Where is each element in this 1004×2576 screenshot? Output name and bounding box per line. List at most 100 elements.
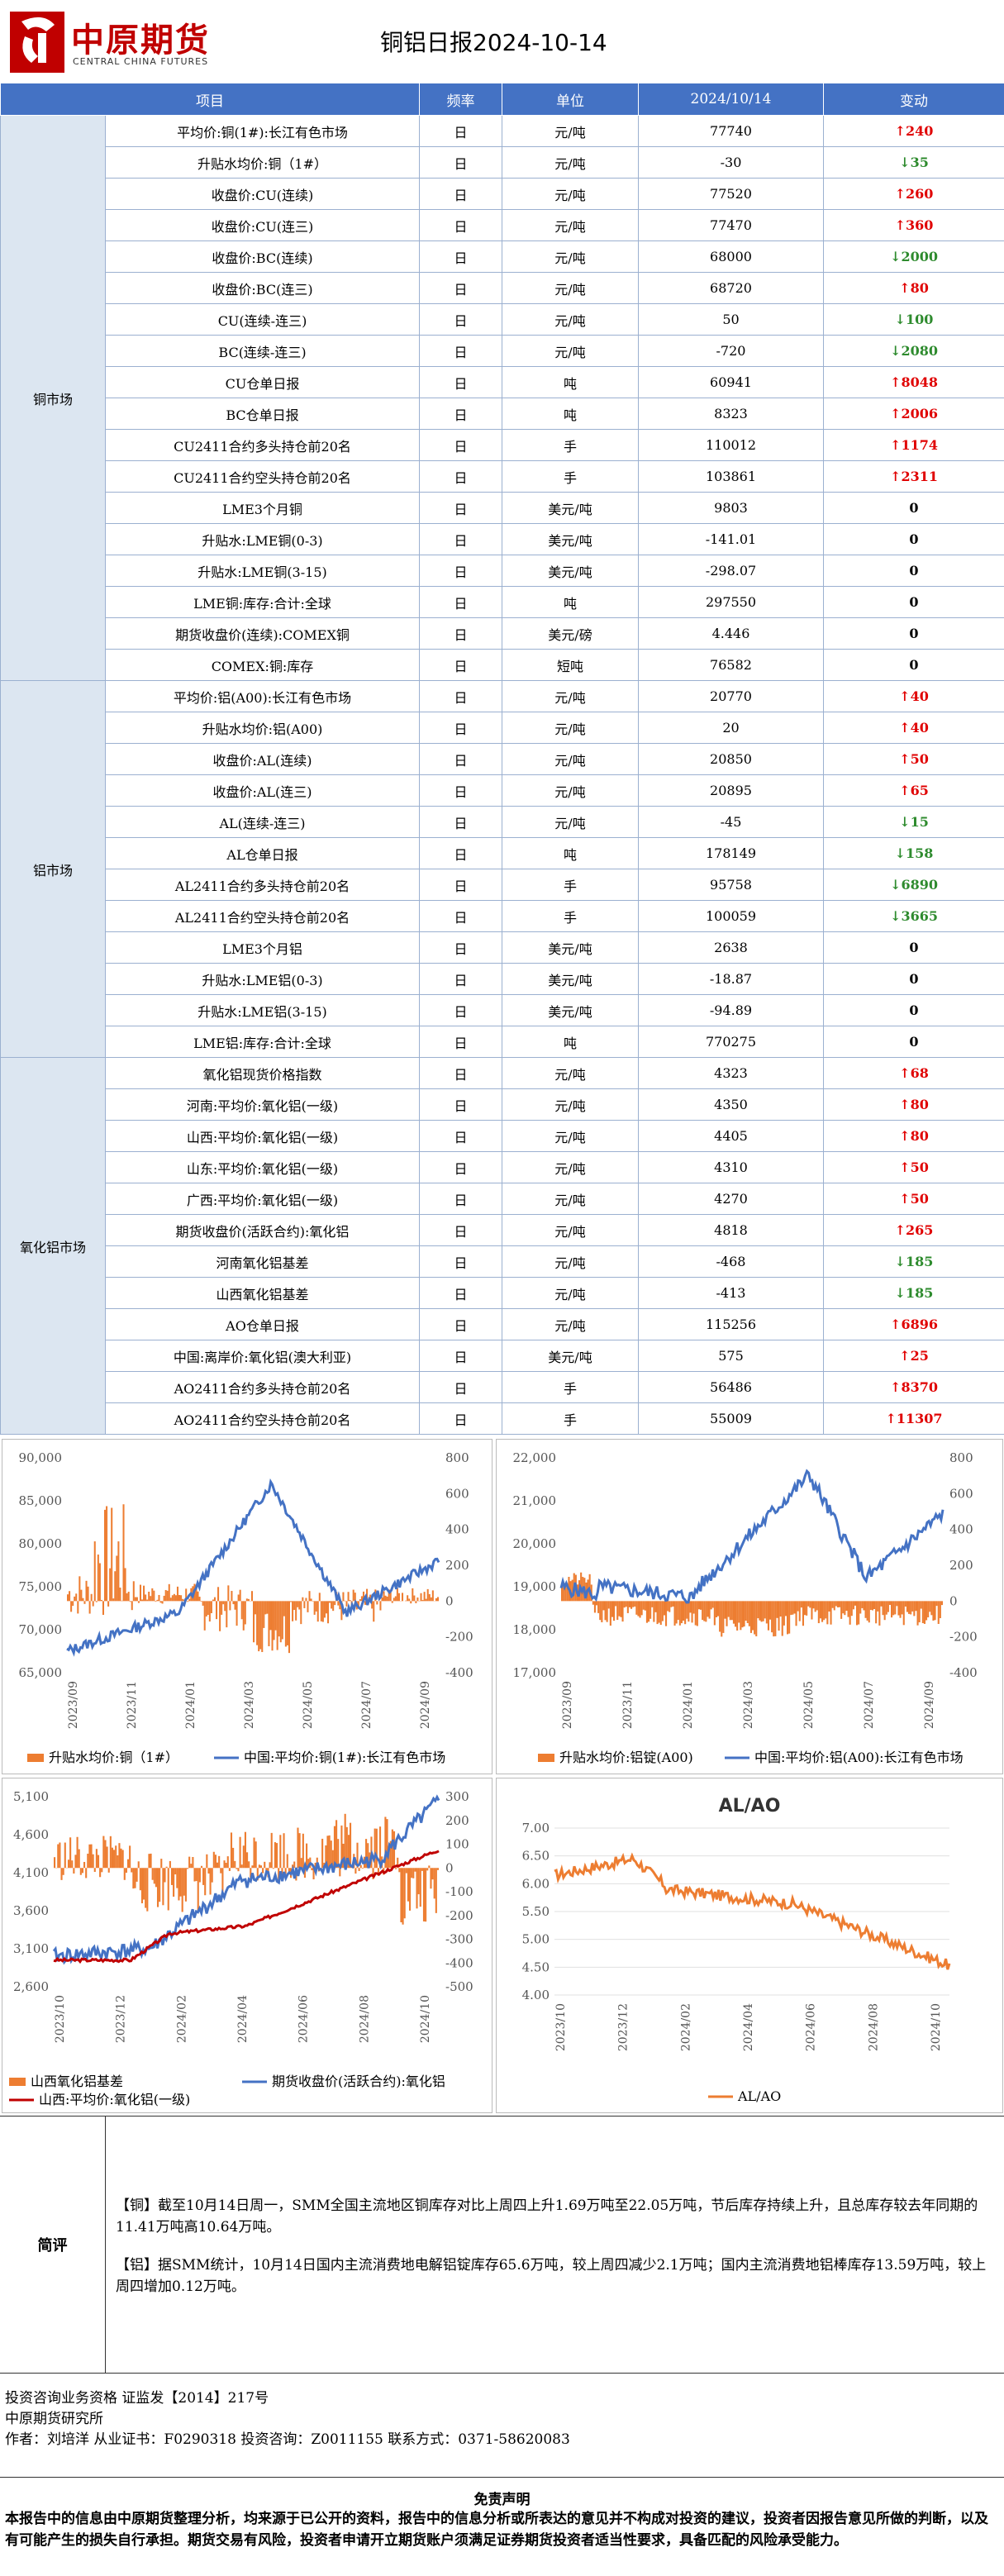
freq-cell: 日: [419, 1245, 502, 1278]
basis-bar: [137, 1601, 140, 1603]
basis-bar: [193, 1868, 196, 1882]
basis-bar: [258, 1601, 260, 1652]
basis-bar: [131, 1601, 133, 1611]
value-cell: 4.446: [638, 617, 824, 650]
author-line: 作者：刘培洋 从业证书：F0290318 投资咨询：Z0011155 联系方式：…: [5, 2431, 570, 2448]
right-tick-label: 300: [445, 1789, 469, 1804]
change-cell: ↑2006: [823, 398, 1004, 430]
basis-bar: [420, 1593, 422, 1602]
basis-bar: [134, 1868, 136, 1888]
basis-bar: [386, 1819, 388, 1869]
change-cell: ↑265: [823, 1214, 1004, 1246]
basis-bar: [359, 1864, 362, 1869]
basis-bar: [604, 1601, 607, 1621]
value-cell: 4818: [638, 1214, 824, 1246]
basis-bar: [87, 1586, 89, 1602]
value-cell: 60941: [638, 366, 824, 398]
basis-bar: [433, 1868, 435, 1899]
basis-bar: [283, 1601, 285, 1617]
basis-bar: [265, 1868, 268, 1871]
basis-bar: [203, 1601, 206, 1631]
basis-bar: [354, 1593, 356, 1602]
left-tick-label: 22,000: [513, 1450, 557, 1465]
basis-bar: [278, 1868, 280, 1882]
basis-bar: [875, 1601, 878, 1624]
basis-bar: [200, 1865, 203, 1869]
basis-bar: [689, 1601, 692, 1613]
basis-bar: [71, 1860, 74, 1869]
basis-bar: [836, 1601, 839, 1607]
item-cell: 中国:离岸价:氧化铝(澳大利亚): [105, 1340, 420, 1372]
table-row: 升贴水:LME铝(3-15) 日美元/吨 -94.89 0: [1, 994, 1004, 1026]
basis-bar: [911, 1601, 914, 1612]
unit-cell: 手: [502, 1402, 639, 1435]
basis-bar: [223, 1860, 226, 1869]
basis-bar: [880, 1601, 883, 1607]
basis-bar: [150, 1596, 152, 1602]
left-tick-label: 3,100: [13, 1941, 49, 1956]
copper-chart: 90,000 85,000 80,000 75,000 70,000 65,000 800 6…: [2, 1439, 492, 1774]
basis-bar: [268, 1601, 270, 1646]
change-cell: ↓15: [823, 806, 1004, 838]
basis-bar: [715, 1601, 717, 1618]
basis-bar: [335, 1820, 338, 1869]
freq-cell: 日: [419, 774, 502, 807]
basis-bar: [878, 1601, 881, 1626]
change-value: 80: [910, 280, 929, 296]
item-cell: AL2411合约空头持仓前20名: [105, 900, 420, 932]
basis-bar: [405, 1600, 407, 1602]
basis-bar: [688, 1601, 690, 1622]
table-row: 氧化铝市场 氧化铝现货价格指数日元/吨 4323 ↑68: [0, 1057, 1004, 1435]
basis-bar: [59, 1842, 61, 1869]
basis-bar: [171, 1595, 174, 1602]
basis-bar: [212, 1851, 215, 1869]
basis-bar: [835, 1601, 837, 1607]
basis-bar: [340, 1825, 343, 1869]
item-cell: 广西:平均价:氧化铝(一级): [105, 1183, 420, 1215]
right-tick-label: 0: [445, 1860, 454, 1875]
basis-bar: [804, 1601, 807, 1616]
basis-bar: [670, 1601, 673, 1607]
freq-cell: 日: [419, 398, 502, 430]
freq-cell: 日: [419, 1214, 502, 1246]
basis-bar: [328, 1835, 331, 1869]
basis-bar: [421, 1600, 424, 1602]
item-cell: 收盘价:AL(连三): [105, 774, 420, 807]
basis-bar: [160, 1859, 163, 1869]
basis-bar: [325, 1845, 327, 1869]
basis-bar: [430, 1868, 432, 1889]
basis-bar: [419, 1868, 421, 1907]
basis-bar: [921, 1601, 924, 1623]
header-freq: 频率: [419, 83, 502, 116]
basis-bar: [373, 1601, 375, 1622]
basis-bar: [269, 1862, 271, 1869]
basis-bar: [882, 1601, 884, 1616]
basis-bar: [431, 1590, 434, 1602]
item-cell: LME3个月铝: [105, 931, 420, 964]
value-cell: -18.87: [638, 963, 824, 995]
x-tick-label: 2024/07: [863, 1681, 876, 1729]
table-row: 河南:平均价:氧化铝(一级) 日元/吨 4350 ↑80: [1, 1088, 1004, 1121]
basis-bar: [745, 1601, 747, 1621]
basis-bar: [127, 1592, 130, 1602]
basis-bar: [927, 1601, 930, 1618]
basis-bar: [121, 1600, 123, 1602]
basis-bar: [132, 1581, 135, 1602]
basis-bar: [748, 1601, 750, 1626]
change-cell: ↑2311: [823, 460, 1004, 493]
change-value: 40: [910, 720, 929, 736]
basis-bar: [430, 1597, 432, 1602]
freq-cell: 日: [419, 240, 502, 273]
basis-bar: [165, 1866, 168, 1869]
basis-bar: [255, 1601, 257, 1615]
basis-bar: [264, 1861, 266, 1869]
basis-bar: [155, 1601, 157, 1602]
change-value: 50: [910, 1191, 929, 1207]
alumina-spot-line: [53, 1850, 440, 1964]
unit-cell: 手: [502, 429, 639, 461]
basis-bar: [111, 1507, 113, 1602]
left-tick-label: 6.00: [522, 1876, 550, 1891]
basis-bar: [812, 1601, 815, 1609]
x-tick-label: 2024/02: [175, 1995, 188, 2043]
unit-cell: 吨: [502, 398, 639, 430]
